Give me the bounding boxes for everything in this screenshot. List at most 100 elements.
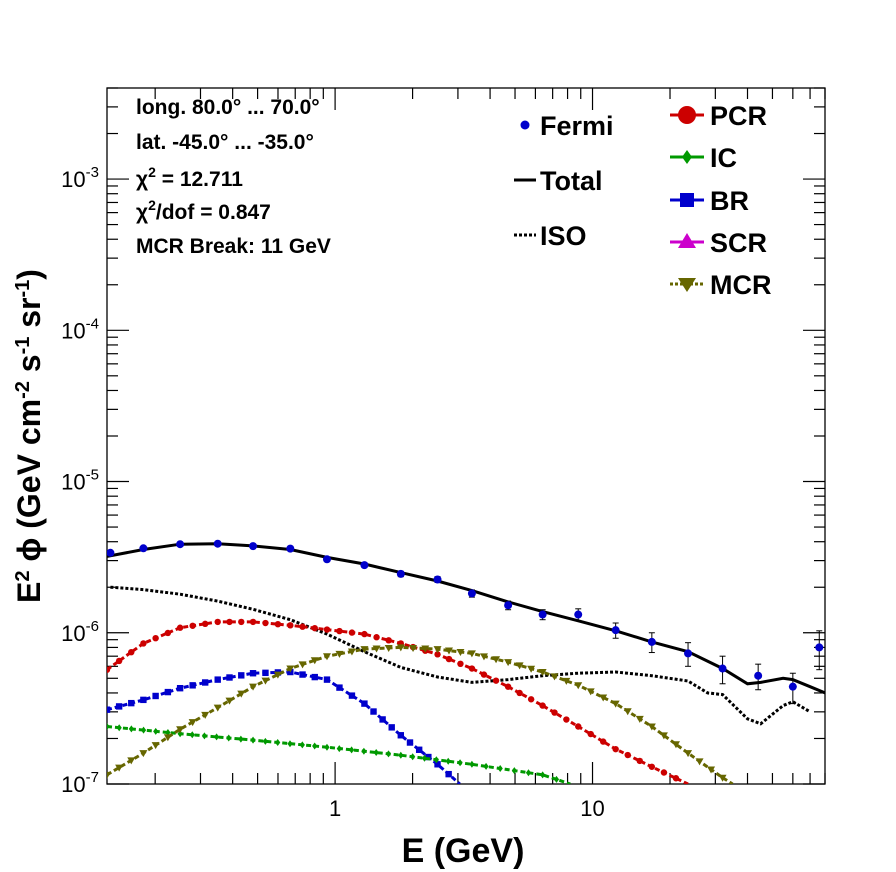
mcr-marker (467, 650, 476, 658)
mcr-marker (139, 750, 148, 758)
fermi-point (574, 610, 583, 619)
mcr-marker (718, 774, 727, 782)
legend-scr-marker (678, 233, 696, 248)
info-box: long. 80.0° ... 70.0° lat. -45.0° ... -3… (136, 96, 331, 258)
legend-ic-label: IC (710, 143, 737, 173)
pcr-marker (238, 618, 245, 626)
br-marker (226, 674, 233, 681)
ic-marker (299, 741, 305, 749)
pcr-marker (373, 634, 380, 641)
pcr-marker (262, 619, 269, 627)
fermi-point (467, 589, 476, 598)
plot-frame (106, 87, 826, 785)
ic-marker (107, 722, 110, 730)
br-marker (176, 684, 184, 692)
br-marker (201, 679, 209, 686)
mcr-marker (273, 671, 282, 679)
ic-marker (410, 753, 416, 761)
pcr-marker (434, 651, 441, 658)
info-chi2: χ2 = 12.711 (136, 164, 243, 191)
ic-marker (348, 746, 355, 754)
ic-marker (128, 725, 134, 733)
ic-marker (361, 747, 367, 755)
ic-marker (287, 740, 293, 748)
mcr-marker (163, 734, 172, 742)
ic-marker (433, 756, 439, 764)
fermi-point (249, 542, 258, 551)
ic-marker (213, 733, 220, 741)
mcr-marker (347, 648, 356, 656)
mcr-marker (249, 683, 258, 691)
br-marker (323, 676, 331, 683)
ic-marker (457, 759, 463, 767)
y-tick-label: 10-4 (61, 315, 99, 343)
br-marker (128, 699, 135, 707)
mcr-marker (492, 656, 501, 664)
ic-marker (469, 760, 475, 768)
pcr-marker (504, 683, 512, 690)
fermi-point (396, 569, 405, 578)
ylabel-part-7: -1 (12, 280, 34, 298)
ylabel-part-5: -1 (12, 337, 34, 355)
mcr-marker (659, 732, 668, 740)
y-tick-label: 10-5 (61, 467, 99, 495)
pcr-marker (457, 660, 464, 668)
ic-marker (525, 769, 532, 777)
br-marker (107, 706, 111, 713)
ic-marker (275, 739, 281, 747)
ic-marker (312, 742, 318, 750)
mcr-marker (396, 644, 405, 652)
mcr-marker (322, 653, 331, 661)
iso-curve (110, 585, 811, 726)
ic-marker (511, 767, 517, 775)
pcr-marker (287, 622, 294, 629)
legend-right: PCR IC BR SCR MCR (670, 101, 772, 300)
x-axis-title: E (GeV) (402, 832, 525, 870)
ylabel-part-2: ϕ (GeV cm (11, 399, 47, 571)
mcr-marker (127, 757, 136, 765)
pcr-marker (492, 677, 500, 684)
chi2dof-sup: 2 (148, 197, 156, 213)
pcr-marker (189, 622, 196, 629)
pcr-marker (527, 696, 535, 703)
chi2dof-value: /dof = 0.847 (156, 201, 271, 224)
pcr-marker (128, 648, 135, 656)
info-longitude: long. 80.0° ... 70.0° (136, 96, 320, 119)
y-axis-title: E2 ϕ (GeV cm-2 s-1 sr-1) (11, 269, 47, 603)
pcr-marker (480, 671, 488, 678)
mcr-marker (213, 704, 222, 712)
mcr-marker (586, 688, 595, 696)
fermi-point (213, 539, 222, 548)
pcr-marker (214, 618, 221, 626)
mcr-marker (201, 711, 210, 719)
pcr-marker (336, 627, 343, 635)
br-marker (397, 732, 405, 739)
pcr-marker (249, 618, 257, 626)
br-marker (262, 669, 269, 677)
ic-marker (421, 754, 428, 762)
mcr-marker (599, 694, 608, 702)
pcr-marker (660, 769, 668, 776)
legend-fermi-label: Fermi (540, 111, 614, 141)
br-marker (388, 724, 395, 731)
br-marker (370, 708, 377, 715)
br-marker (379, 716, 386, 723)
mcr-marker (188, 719, 197, 727)
chi2-symbol: χ (136, 168, 148, 191)
mcr-marker (444, 647, 453, 655)
ic-marker (153, 727, 159, 735)
mcr-marker (372, 645, 381, 653)
mcr-marker (684, 750, 693, 758)
mcr-marker (623, 708, 632, 716)
pcr-marker (140, 640, 147, 647)
ic-marker (116, 724, 122, 732)
pcr-marker (348, 629, 356, 636)
pcr-marker (587, 730, 594, 738)
chi2dof-symbol: χ (136, 201, 148, 224)
pcr-marker (599, 738, 607, 745)
mcr-marker (409, 644, 418, 652)
fermi-point (538, 610, 547, 619)
br-marker (238, 672, 245, 679)
br-marker (299, 671, 306, 678)
mcr-marker (107, 771, 111, 779)
